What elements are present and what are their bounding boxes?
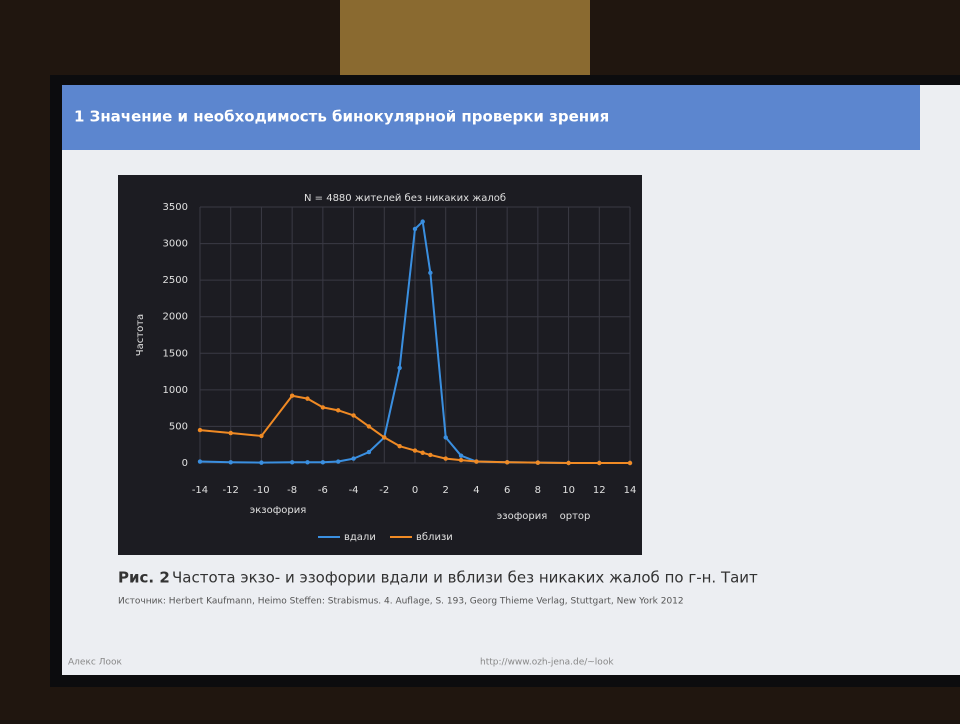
point bbox=[305, 396, 310, 401]
point bbox=[351, 456, 356, 461]
point bbox=[197, 459, 203, 464]
point bbox=[397, 443, 402, 449]
source: Источник: Herbert Kaufmann, Heimo Steffe… bbox=[118, 597, 684, 607]
point bbox=[382, 435, 387, 440]
x-tick-label: -4 bbox=[349, 485, 359, 496]
y-tick-label: 2500 bbox=[163, 275, 188, 286]
point bbox=[420, 219, 425, 224]
y-tick-label: 1500 bbox=[163, 348, 188, 359]
point bbox=[320, 405, 326, 410]
point bbox=[597, 460, 602, 466]
point bbox=[320, 460, 326, 465]
point bbox=[305, 460, 310, 465]
x-tick-label: -10 bbox=[253, 485, 269, 496]
x-tick-label: 10 bbox=[562, 485, 575, 496]
point bbox=[366, 449, 372, 455]
point bbox=[289, 460, 295, 465]
x-tick-label: -8 bbox=[287, 485, 297, 496]
y-axis-label: Частота bbox=[135, 314, 146, 356]
annotation: эзофория bbox=[497, 511, 547, 522]
point bbox=[259, 460, 264, 465]
point bbox=[443, 456, 448, 461]
y-tick-label: 0 bbox=[182, 458, 188, 469]
annotation: экзофория bbox=[250, 505, 307, 516]
point bbox=[535, 460, 541, 465]
point bbox=[428, 270, 433, 276]
chart: N = 4880 жителей без никаких жалоб Часто… bbox=[135, 193, 636, 543]
y-tick-label: 1000 bbox=[163, 385, 188, 396]
x-tick-label: -12 bbox=[223, 485, 239, 496]
point bbox=[474, 459, 479, 464]
point bbox=[428, 452, 433, 458]
point bbox=[458, 453, 464, 458]
y-tick-label: 3500 bbox=[163, 202, 188, 213]
point bbox=[504, 460, 510, 465]
legend-label: вблизи bbox=[416, 532, 453, 543]
chart-panel bbox=[118, 175, 642, 555]
footer-center: http://www.ozh-jena.de/~look bbox=[480, 658, 614, 668]
point bbox=[412, 448, 418, 453]
point bbox=[259, 433, 264, 439]
x-tick-label: -6 bbox=[318, 485, 328, 496]
point bbox=[289, 393, 295, 398]
point bbox=[351, 413, 356, 418]
point bbox=[336, 459, 341, 464]
point bbox=[458, 457, 464, 463]
x-tick-label: 6 bbox=[504, 485, 510, 496]
point bbox=[336, 408, 341, 413]
x-tick-label: 4 bbox=[473, 485, 479, 496]
slide-title: 1 Значение и необходимость бинокулярной … bbox=[74, 108, 609, 126]
point bbox=[627, 460, 633, 466]
y-tick-label: 2000 bbox=[163, 312, 188, 323]
x-tick-label: 0 bbox=[412, 485, 418, 496]
series-line bbox=[199, 394, 630, 464]
annotation: ортор bbox=[560, 511, 591, 522]
x-tick-label: 2 bbox=[443, 485, 449, 496]
y-tick-label: 500 bbox=[169, 421, 188, 432]
x-tick-label: 12 bbox=[593, 485, 606, 496]
chart-title: N = 4880 жителей без никаких жалоб bbox=[304, 193, 506, 204]
x-tick-label: -2 bbox=[379, 485, 389, 496]
caption: Частота экзо- и эзофории вдали и вблизи … bbox=[172, 569, 758, 587]
slide-header bbox=[62, 85, 920, 150]
point bbox=[397, 365, 402, 371]
point bbox=[228, 430, 233, 436]
x-tick-label: 14 bbox=[624, 485, 637, 496]
point bbox=[566, 460, 571, 466]
point bbox=[197, 427, 203, 433]
point bbox=[443, 435, 448, 440]
footer-left: Алекс Лоок bbox=[68, 658, 122, 668]
point bbox=[412, 226, 418, 232]
point bbox=[366, 424, 372, 429]
caption-label: Рис. 2 bbox=[118, 569, 170, 587]
x-tick-label: 8 bbox=[535, 485, 541, 496]
point bbox=[228, 460, 233, 465]
legend-label: вдали bbox=[344, 532, 376, 543]
y-tick-label: 3000 bbox=[163, 239, 188, 250]
point bbox=[420, 450, 425, 455]
x-tick-label: -14 bbox=[192, 485, 208, 496]
